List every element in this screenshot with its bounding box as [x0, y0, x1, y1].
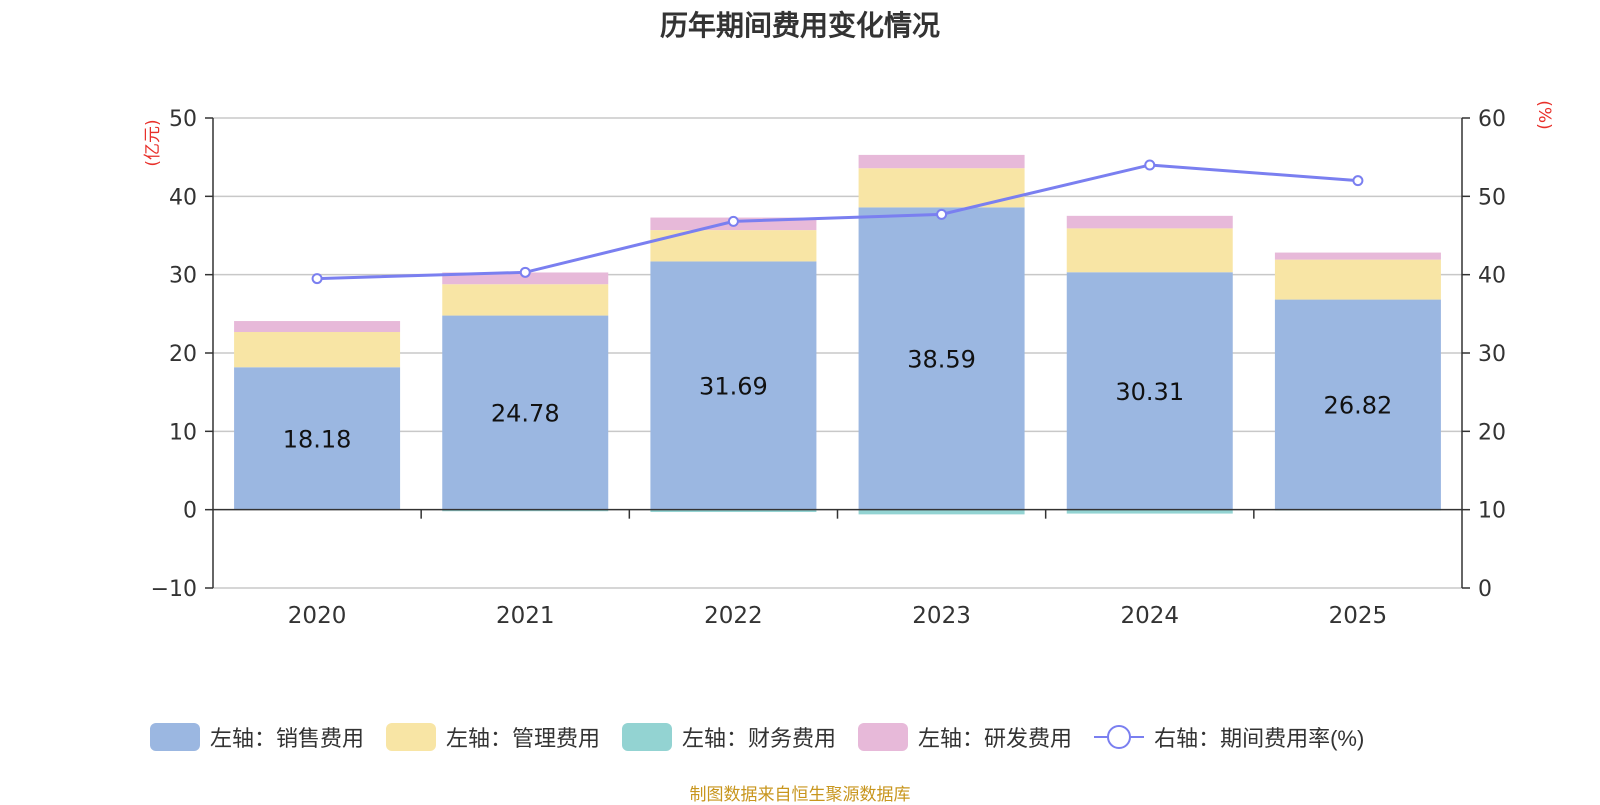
- legend-item-admin[interactable]: 左轴：管理费用: [386, 721, 600, 753]
- right-axis-tick-label: 10: [1478, 499, 1506, 524]
- legend-label-rnd: 左轴：研发费用: [918, 726, 1073, 751]
- bar-segment[interactable]: [442, 284, 609, 316]
- legend-item-expense-ratio[interactable]: 右轴：期间费用率(%): [1094, 721, 1364, 753]
- right-axis-tick-label: 40: [1478, 264, 1506, 289]
- line-layer: [311, 159, 1364, 285]
- expense-ratio-point[interactable]: [727, 215, 739, 227]
- legend-label-sales: 左轴：销售费用: [210, 726, 365, 751]
- legend-line-marker-icon: [1094, 723, 1145, 751]
- bar-value-label: 18.18: [283, 425, 352, 453]
- bar-segment[interactable]: [1066, 509, 1233, 514]
- bar-segment[interactable]: [234, 321, 401, 333]
- right-axis-tick-label: 50: [1478, 185, 1506, 210]
- right-axis-tick-label: 0: [1478, 577, 1492, 602]
- chart-title: 历年期间费用变化情况: [659, 10, 940, 41]
- left-axis-unit-label: (亿元): [143, 119, 163, 166]
- expense-ratio-point[interactable]: [1144, 159, 1156, 171]
- bar-segment[interactable]: [1274, 259, 1441, 300]
- right-axis-unit-label: (%): [1534, 100, 1554, 129]
- x-axis-tick-label: 2024: [1120, 603, 1179, 629]
- bar-value-label: 38.59: [907, 346, 976, 374]
- expense-ratio-point[interactable]: [1352, 175, 1364, 187]
- right-axis-tick-label: 20: [1478, 420, 1506, 445]
- bar-segment[interactable]: [1274, 252, 1441, 260]
- legend-label-expense-ratio: 右轴：期间费用率(%): [1154, 726, 1365, 751]
- bar-segment[interactable]: [1066, 228, 1233, 273]
- left-axis-tick-label: 0: [183, 499, 197, 524]
- legend-swatch-rnd: [858, 723, 909, 751]
- bar-segment[interactable]: [442, 272, 609, 285]
- bar-segment[interactable]: [1066, 215, 1233, 229]
- bar-value-label: 30.31: [1115, 378, 1184, 406]
- bar-segment[interactable]: [234, 367, 401, 510]
- left-axis-tick-label: 50: [169, 107, 197, 132]
- expense-ratio-line: [317, 163, 1359, 281]
- x-axis-tick-label: 2022: [704, 603, 763, 629]
- bar-segment[interactable]: [650, 261, 817, 510]
- bar-segment[interactable]: [1066, 272, 1233, 510]
- expense-ratio-point[interactable]: [519, 266, 531, 278]
- legend-label-admin: 左轴：管理费用: [446, 726, 601, 751]
- legend-item-sales[interactable]: 左轴：销售费用: [150, 721, 364, 753]
- x-axis-tick-label: 2021: [496, 603, 555, 629]
- x-axis-tick-label: 2025: [1329, 603, 1388, 629]
- legend-label-finance: 左轴：财务费用: [682, 726, 837, 751]
- left-axis-tick-label: 30: [169, 264, 197, 289]
- bar-segment[interactable]: [650, 509, 817, 513]
- bar-segment[interactable]: [442, 509, 609, 512]
- expense-ratio-point[interactable]: [311, 273, 323, 285]
- x-axis-tick-label: 2020: [288, 603, 347, 629]
- legend-item-finance[interactable]: 左轴：财务费用: [622, 721, 836, 753]
- legend-swatch-finance: [622, 723, 673, 751]
- chart-plot: −10 0 10 20 30 40 50 0 10 20 30 40 50 60 2020 2021 2022 2…: [143, 100, 1554, 629]
- label-layer: 18.18 24.78 31.69 38.59 30.31 26.82: [283, 346, 1393, 454]
- bar-segment[interactable]: [858, 154, 1025, 169]
- expense-ratio-point[interactable]: [936, 208, 948, 220]
- left-axis-tick-label: −10: [151, 577, 197, 602]
- right-axis-tick-label: 60: [1478, 107, 1506, 132]
- bar-segment[interactable]: [234, 332, 401, 368]
- legend-swatch-sales: [150, 723, 200, 751]
- right-axis-tick-label: 30: [1478, 342, 1506, 367]
- left-axis-tick-label: 40: [169, 185, 197, 210]
- source-note: 制图数据来自恒生聚源数据库: [689, 785, 911, 804]
- left-axis-tick-label: 10: [169, 420, 197, 445]
- x-axis-tick-label: 2023: [912, 603, 971, 629]
- bar-segment[interactable]: [858, 509, 1025, 515]
- bar-segment[interactable]: [1274, 299, 1441, 510]
- legend-item-rnd[interactable]: 左轴：研发费用: [858, 721, 1072, 753]
- bar-value-label: 31.69: [699, 373, 768, 401]
- bar-value-label: 26.82: [1324, 392, 1393, 420]
- axes: −10 0 10 20 30 40 50 0 10 20 30 40 50 60 2020 2021 2022 2…: [143, 100, 1554, 629]
- bar-value-label: 24.78: [491, 400, 560, 428]
- legend-swatch-admin: [386, 723, 437, 751]
- legend: 左轴：销售费用 左轴：管理费用 左轴：财务费用 左轴：研发费用 右轴：期间费用率…: [150, 720, 1364, 754]
- left-axis-tick-label: 20: [169, 342, 197, 367]
- bar-segment[interactable]: [858, 207, 1025, 510]
- bar-segment[interactable]: [442, 315, 609, 510]
- bar-layer: [234, 154, 1441, 515]
